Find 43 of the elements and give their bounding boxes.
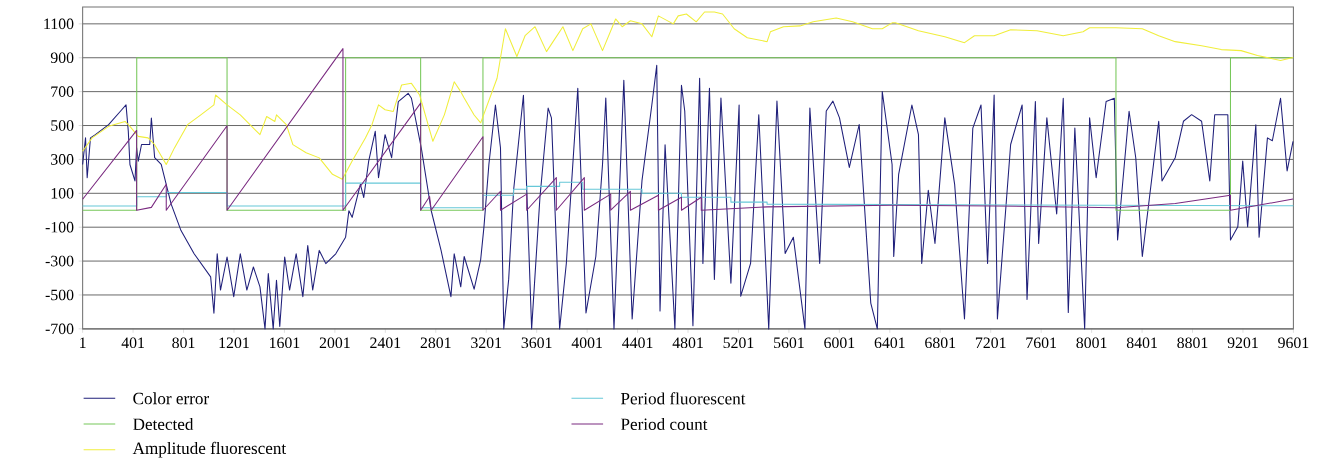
x-tick-label: 8801: [1177, 337, 1208, 349]
x-tick-label: 6401: [874, 337, 905, 349]
legend-label: Detected: [133, 417, 194, 430]
y-tick-label: -300: [45, 255, 74, 267]
x-tick-label: 5201: [723, 337, 754, 349]
x-tick-label: 5601: [774, 337, 804, 349]
x-tick-label: 3601: [521, 337, 552, 349]
x-tick-label: 2001: [319, 337, 350, 349]
line-series: [82, 11, 1294, 180]
y-tick-label: 1100: [44, 18, 74, 30]
x-tick-label: 2401: [370, 337, 401, 349]
x-tick-label: 7201: [975, 337, 1006, 349]
y-tick-label: -700: [45, 323, 74, 335]
x-tick-label: 4001: [571, 337, 602, 349]
x-tick-label: 4401: [622, 337, 653, 349]
x-tick-label: 4801: [672, 337, 703, 349]
legend-label: Period fluorescent: [620, 392, 746, 405]
x-tick-label: 7601: [1026, 337, 1057, 349]
x-tick-label: 401: [121, 337, 144, 349]
x-tick-label: 1201: [219, 337, 249, 349]
x-tick-label: 9201: [1227, 337, 1258, 349]
x-tick-label: 6801: [925, 337, 956, 349]
x-tick-label: 1: [80, 337, 86, 348]
legend-label: Amplitude fluorescent: [132, 441, 287, 458]
x-tick-label: 9601: [1278, 337, 1309, 349]
line-series: [82, 64, 1294, 330]
y-tick-label: -100: [45, 221, 74, 233]
y-tick-label: 100: [51, 187, 74, 199]
y-tick-label: -500: [45, 289, 74, 301]
x-tick-label: 2801: [420, 337, 451, 349]
x-tick-label: 8401: [1126, 337, 1157, 349]
x-tick-label: 1601: [270, 337, 300, 349]
x-tick-label: 6001: [824, 337, 855, 349]
y-tick-label: 300: [51, 154, 74, 165]
y-tick-label: 700: [51, 86, 74, 97]
x-tick-label: 8001: [1076, 337, 1107, 349]
y-tick-label: 500: [51, 120, 74, 131]
legend-label: Period count: [620, 417, 708, 430]
y-tick-label: 900: [50, 52, 74, 63]
legend-label: Color error: [133, 392, 209, 405]
x-tick-label: 801: [172, 337, 195, 349]
x-tick-label: 3201: [471, 337, 502, 349]
line-series: [82, 181, 1294, 209]
